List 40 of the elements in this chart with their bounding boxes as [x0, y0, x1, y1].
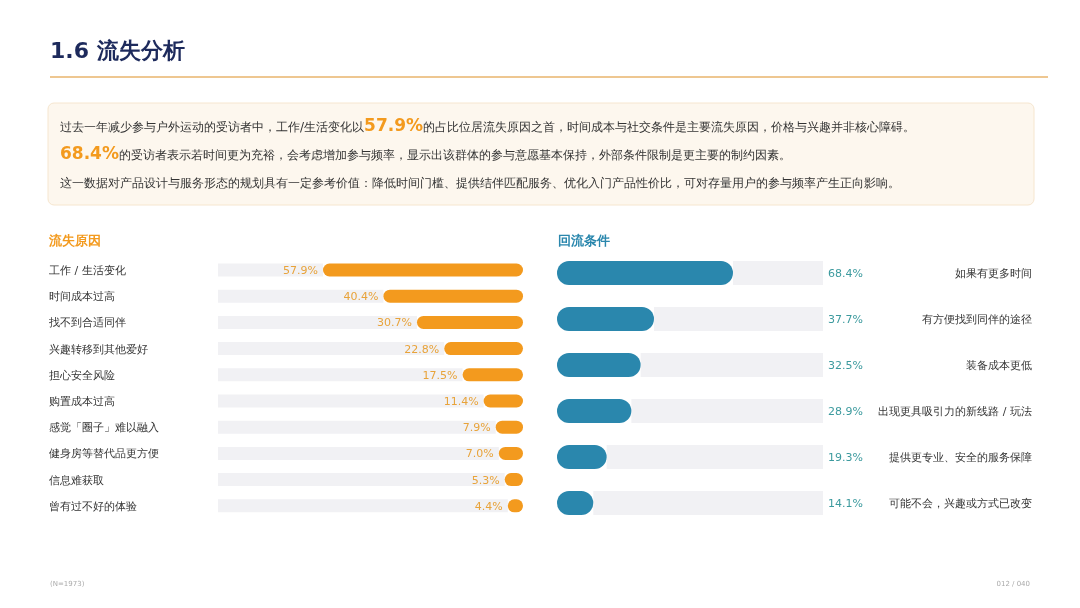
data-label: 68.4% [828, 267, 863, 280]
data-label: 40.4% [343, 290, 379, 304]
bar [462, 368, 523, 382]
text: 流失原因 [48, 233, 101, 248]
y-tick-label: 提供更专业、安全的服务保障 [889, 451, 1032, 464]
y-tick-label: 感觉「圈子」难以融入 [49, 421, 159, 435]
y-tick-label: 时间成本过高 [49, 290, 115, 304]
text: 过去一年减少参与户外运动的受访者中，工作/生活变化以57.9%的占比位居流失原因之首，时间成本与社交条件是主要流失原因，价格与兴趣并非核心障碍。 [60, 115, 916, 135]
y-tick-label: 装备成本更低 [966, 359, 1032, 372]
y-tick-label: 健身房等替代品更方便 [49, 447, 159, 461]
data-label: 7.9% [462, 421, 491, 435]
y-tick-label: 信息难获取 [49, 473, 104, 487]
data-label: 4.4% [474, 499, 503, 513]
data-label: 5.3% [471, 473, 500, 487]
y-tick-label: 工作 / 生活变化 [49, 264, 126, 277]
data-label: 57.9% [283, 264, 318, 277]
text: 1.6 流失分析 [50, 38, 185, 63]
data-label: 32.5% [828, 359, 863, 372]
y-tick-label: 找不到合适同伴 [48, 316, 126, 330]
y-tick-label: 出现更具吸引力的新线路 / 玩法 [878, 405, 1032, 418]
data-label: 30.7% [377, 316, 412, 330]
data-label: 14.1% [828, 497, 863, 510]
chart-title: 回流条件 [558, 233, 610, 248]
y-tick-label: 有方便找到同伴的途径 [922, 313, 1032, 326]
data-label: 37.7% [828, 313, 863, 326]
data-label: 19.3% [828, 451, 863, 464]
data-label: 28.9% [828, 405, 863, 418]
data-label: 7.0% [465, 447, 494, 461]
y-tick-label: 如果有更多时间 [955, 267, 1032, 280]
data-label: 11.4% [443, 395, 479, 408]
text: 这一数据对产品设计与服务形态的规划具有一定参考价值：降低时间门槛、提供结伴匹配服务、优化入门产品性价比，可对存量用户的参与频率产生正向影响。 [60, 176, 900, 190]
y-tick-label: 可能不会，兴趣或方式已改变 [889, 497, 1032, 510]
bar [483, 394, 523, 408]
data-label: 17.5% [422, 368, 458, 382]
text: 68.4%的受访者表示若时间更为充裕，会考虑增加参与频率，显示出该群体的参与意愿基本保持，外部条件限制是更主要的制约因素。 [60, 143, 791, 163]
y-tick-label: 兴趣转移到其他爱好 [49, 342, 148, 356]
y-tick-label: 曾有过不好的体验 [49, 499, 137, 513]
data-label: 22.8% [404, 342, 440, 356]
y-tick-label: 购置成本过高 [49, 395, 115, 408]
y-tick-label: 担心安全风险 [49, 368, 115, 382]
